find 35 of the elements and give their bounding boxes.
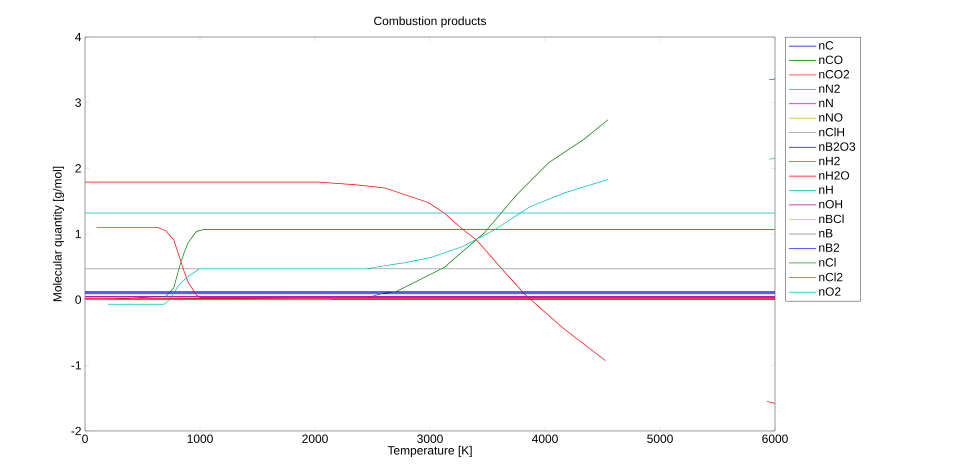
- legend-label: nB: [819, 229, 832, 238]
- x-tick-label: 2000: [302, 434, 328, 443]
- legend-label: nH2: [819, 156, 840, 166]
- legend-label: nB2O3: [819, 142, 856, 151]
- x-tick-label: 3000: [417, 434, 443, 443]
- legend-label: nBCl: [819, 214, 844, 224]
- legend-label: nO2: [819, 287, 840, 296]
- y-axis-title: Molecular quantity [g/mol]: [52, 166, 64, 302]
- legend-label: nCl2: [819, 272, 842, 282]
- y-tick-label: 2: [75, 164, 81, 172]
- y-tick-label: -2: [71, 426, 81, 436]
- legend-label: nH2O: [819, 171, 850, 180]
- x-tick-label: 0: [82, 434, 88, 443]
- legend-label: nCl: [819, 258, 836, 267]
- legend-label: nCO: [819, 56, 842, 64]
- y-tick-label: 4: [75, 32, 82, 42]
- x-tick-label: 1000: [188, 434, 213, 443]
- x-tick-label: 4000: [532, 434, 558, 443]
- x-tick-label: 5000: [647, 434, 673, 443]
- x-axis-title: Temperature [K]: [388, 446, 472, 457]
- legend-label: nNO: [819, 113, 842, 122]
- legend-label: nCO2: [819, 70, 850, 78]
- legend-label: nB2: [819, 243, 840, 252]
- legend-label: nN: [819, 98, 833, 108]
- legend-label: nOH: [819, 200, 842, 208]
- y-tick-label: 1: [76, 230, 81, 238]
- legend-label: nClH: [819, 128, 844, 136]
- y-tick-label: -1: [71, 361, 81, 370]
- y-tick-label: 0: [75, 295, 82, 304]
- chart-title: Combustion products: [374, 16, 486, 28]
- legend-label: nH: [819, 186, 833, 194]
- legend-label: nC: [819, 41, 834, 50]
- x-tick-label: 6000: [762, 434, 788, 443]
- legend-label: nN2: [819, 84, 840, 93]
- y-tick-label: 3: [75, 98, 81, 107]
